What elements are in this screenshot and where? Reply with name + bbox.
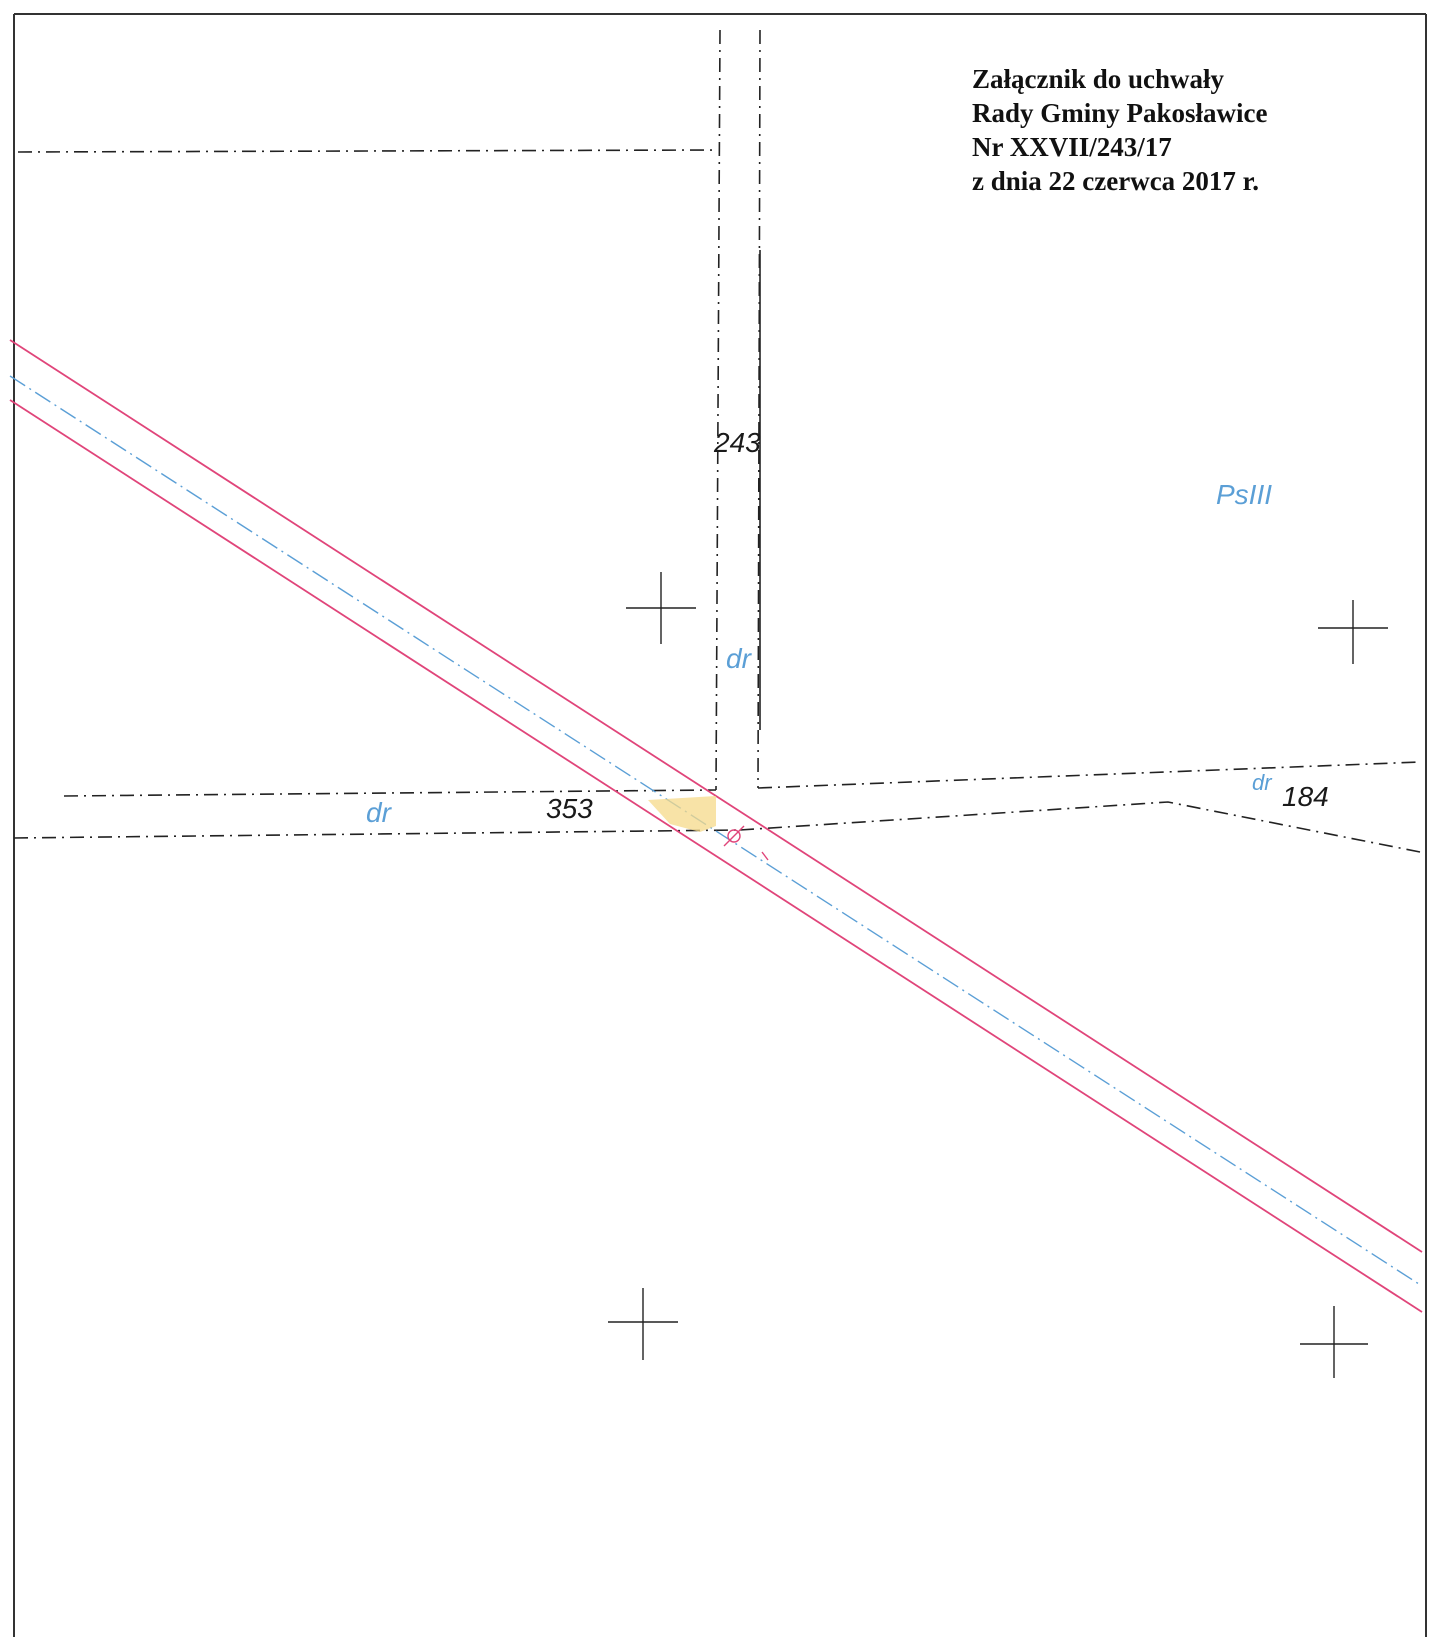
grid-cross-3 — [608, 1288, 678, 1360]
boundary-road-north-east — [757, 761, 1421, 789]
highlight-area — [648, 796, 716, 832]
grid-cross-4 — [1300, 1306, 1368, 1378]
land-use-label-road-vertical: dr — [726, 643, 753, 674]
corridor-centerline — [9, 375, 1423, 1287]
grid-crosses — [608, 572, 1388, 1378]
boundary-road-north-west — [63, 789, 717, 797]
annotation-line-4: z dnia 22 czerwca 2017 r. — [972, 166, 1259, 196]
parcel-label-east: 184 — [1282, 781, 1329, 812]
annotation-line-1: Załącznik do uchwały — [972, 64, 1225, 94]
resolution-annotation: Załącznik do uchwały Rady Gminy Pakosław… — [972, 62, 1268, 198]
annotation-line-3: Nr XXVII/243/17 — [972, 132, 1172, 162]
parcel-boundaries — [13, 29, 1421, 853]
sheet-border — [13, 13, 1427, 1637]
parcel-label-west: 353 — [546, 793, 593, 824]
land-use-label-road-west: dr — [366, 797, 393, 828]
corridor-edge-south — [9, 399, 1423, 1313]
boundary-road-south-east — [739, 801, 1421, 853]
boundary-road-south-west — [13, 829, 741, 839]
grid-cross-2 — [1318, 600, 1388, 664]
land-use-label-road-east: dr — [1252, 770, 1273, 795]
boundary-vertical-road-west — [715, 29, 721, 791]
survey-mark — [723, 825, 769, 861]
parcel-label-north: 243 — [713, 427, 761, 458]
boundary-north-horizontal — [17, 149, 719, 153]
land-use-label-pasture: PsIII — [1216, 479, 1272, 510]
annotation-line-2: Rady Gminy Pakosławice — [972, 98, 1268, 128]
grid-cross-1 — [626, 572, 696, 644]
